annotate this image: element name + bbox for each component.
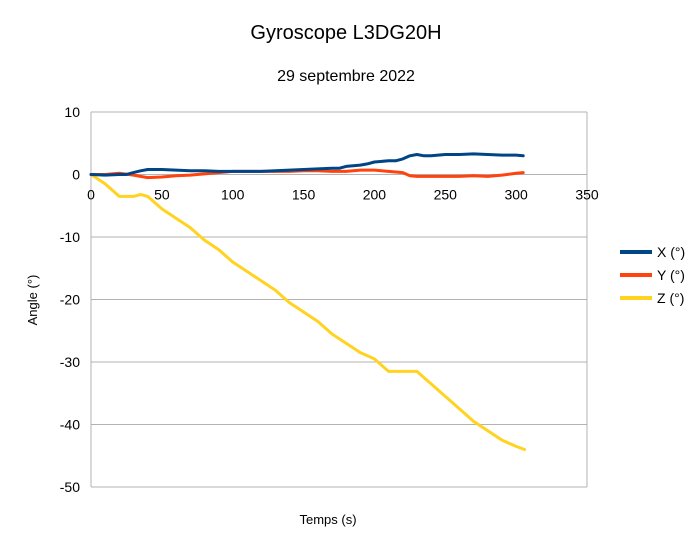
x-tick-label: 200 — [363, 187, 387, 203]
series-line-z — [89, 173, 527, 451]
y-tick-label: -10 — [60, 229, 80, 245]
legend-label: Z (°) — [657, 290, 684, 306]
legend-label: Y (°) — [657, 267, 685, 283]
y-tick-label: -40 — [60, 417, 80, 433]
x-tick-label: 150 — [292, 187, 316, 203]
y-tick-label: -30 — [60, 354, 80, 370]
series-line-x — [89, 152, 525, 177]
y-tick-label: -50 — [60, 479, 80, 495]
x-tick-label: 300 — [504, 187, 528, 203]
x-axis-title: Temps (s) — [299, 512, 356, 527]
x-tick-label: 350 — [575, 187, 599, 203]
y-tick-label: 10 — [64, 104, 80, 120]
series-lines — [89, 152, 527, 451]
y-tick-label: -20 — [60, 292, 80, 308]
x-tick-label: 100 — [221, 187, 245, 203]
x-tick-labels: 0 50 100 150 200 250 300 350 — [87, 187, 599, 203]
y-tick-labels: 10 0 -10 -20 -30 -40 -50 — [60, 104, 80, 495]
y-tick-label: 0 — [72, 167, 80, 183]
y-axis-title: Angle (°) — [25, 275, 40, 326]
x-tick-label: 50 — [154, 187, 170, 203]
x-tick-label: 250 — [434, 187, 458, 203]
series-line-y — [89, 168, 525, 180]
chart-subtitle: 29 septembre 2022 — [277, 68, 415, 85]
chart-title: Gyroscope L3DG20H — [250, 22, 442, 44]
legend: X (°) Y (°) Z (°) — [620, 244, 685, 306]
legend-label: X (°) — [657, 244, 685, 260]
x-tick-label: 0 — [87, 187, 95, 203]
